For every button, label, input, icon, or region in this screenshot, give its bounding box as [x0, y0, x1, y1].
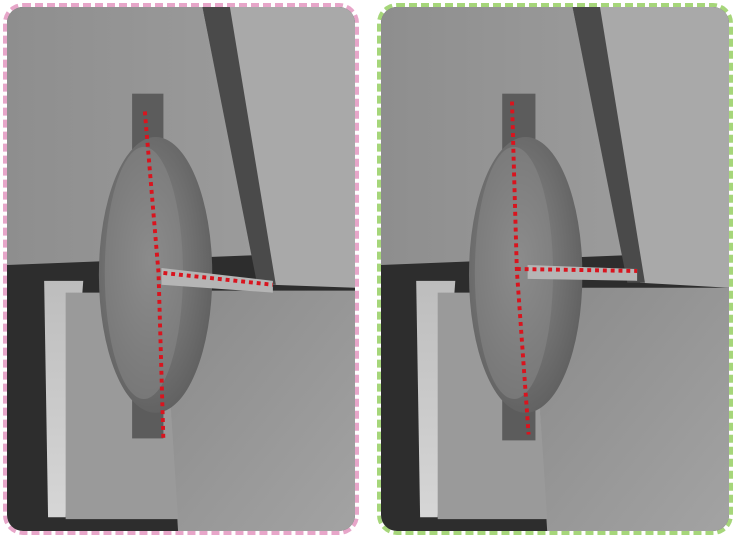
slanted-shadow: [202, 7, 276, 285]
trace-horizontal: [163, 270, 274, 287]
lens-highlight: [474, 146, 554, 400]
sem-image-left: [7, 7, 355, 531]
upper-right-substrate: [572, 7, 729, 288]
lower-block: [532, 287, 729, 531]
lens-highlight: [104, 146, 183, 400]
sem-panel-right: [377, 3, 733, 535]
trace-vertical: [510, 101, 531, 435]
lower-block: [163, 290, 355, 531]
slanted-shadow: [572, 7, 645, 283]
sem-image-right: [381, 7, 729, 531]
bridge: [527, 265, 638, 281]
sem-panel-left: [3, 3, 359, 535]
